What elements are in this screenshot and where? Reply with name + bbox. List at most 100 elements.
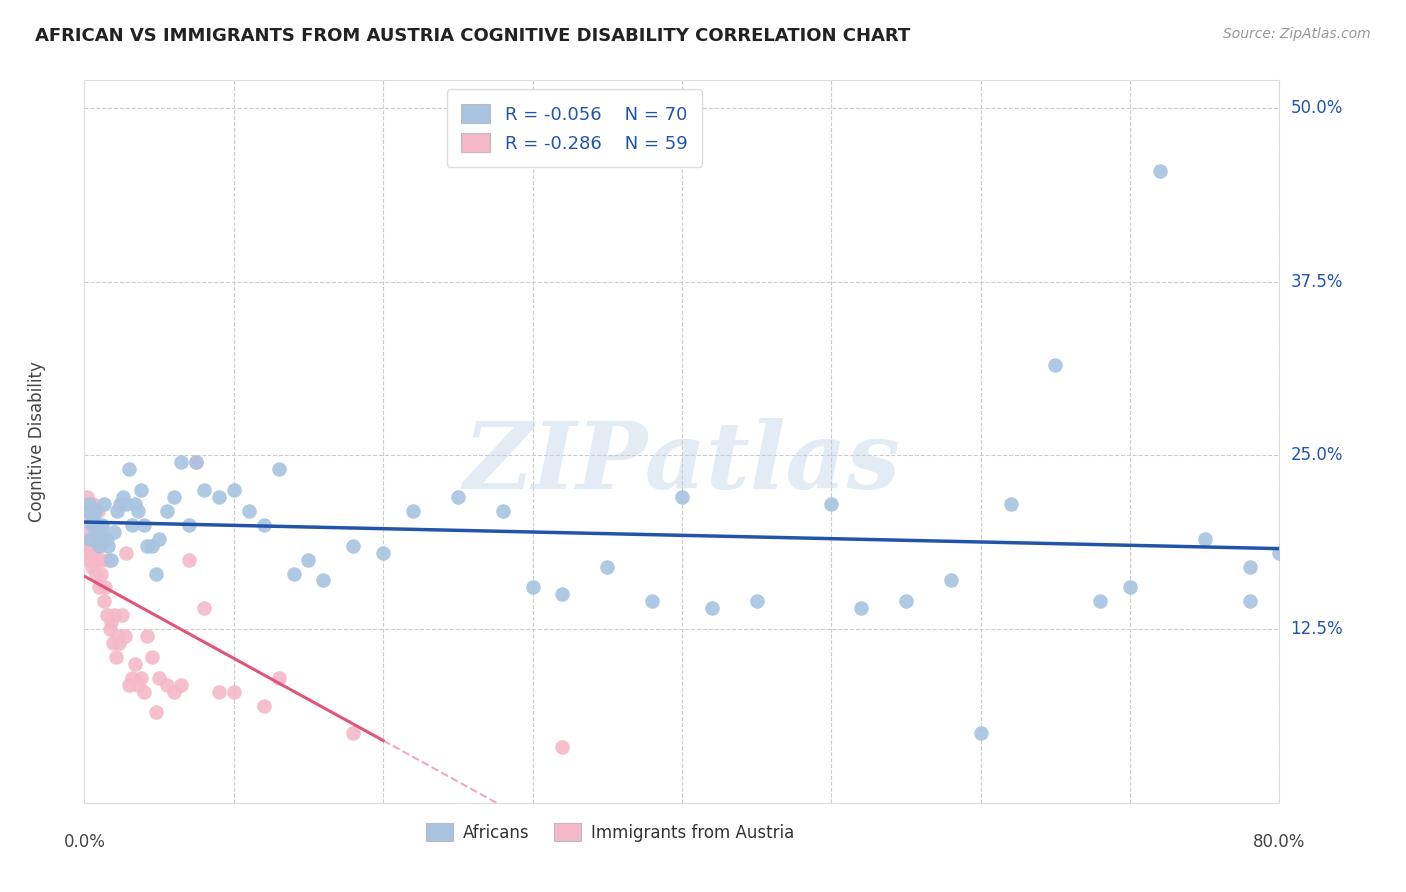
Point — [118, 462, 141, 476]
Point — [75, 539, 97, 553]
Text: 0.0%: 0.0% — [63, 833, 105, 851]
Point — [127, 678, 149, 692]
Point — [1268, 546, 1291, 560]
Point — [312, 574, 335, 588]
Point — [141, 649, 163, 664]
Point — [98, 622, 121, 636]
Point — [132, 684, 156, 698]
Point — [163, 684, 186, 698]
Point — [222, 483, 245, 498]
Point — [87, 552, 110, 566]
Point — [103, 608, 125, 623]
Point — [141, 539, 163, 553]
Point — [76, 504, 98, 518]
Point — [1149, 163, 1171, 178]
Point — [90, 524, 112, 539]
Point — [522, 581, 544, 595]
Point — [492, 504, 515, 518]
Point — [267, 462, 290, 476]
Point — [596, 559, 619, 574]
Point — [745, 594, 768, 608]
Point — [96, 608, 118, 623]
Text: 37.5%: 37.5% — [1291, 273, 1343, 291]
Point — [101, 636, 124, 650]
Point — [170, 455, 193, 469]
Point — [82, 539, 104, 553]
Point — [193, 601, 215, 615]
Point — [86, 532, 108, 546]
Point — [87, 524, 110, 539]
Point — [267, 671, 290, 685]
Point — [111, 608, 134, 623]
Text: Cognitive Disability: Cognitive Disability — [28, 361, 45, 522]
Point — [124, 657, 146, 671]
Point — [163, 490, 186, 504]
Point — [77, 552, 100, 566]
Point — [97, 552, 120, 566]
Point — [551, 587, 574, 601]
Point — [76, 490, 98, 504]
Point — [1000, 497, 1022, 511]
Point — [77, 497, 100, 511]
Point — [373, 546, 395, 560]
Point — [671, 490, 693, 504]
Point — [115, 546, 138, 560]
Point — [170, 678, 193, 692]
Point — [155, 678, 177, 692]
Point — [551, 740, 574, 755]
Text: 50.0%: 50.0% — [1291, 99, 1343, 117]
Point — [127, 504, 149, 518]
Point — [851, 601, 873, 615]
Point — [148, 671, 170, 685]
Point — [700, 601, 723, 615]
Point — [186, 455, 208, 469]
Point — [83, 552, 105, 566]
Point — [100, 615, 122, 630]
Point — [1194, 532, 1216, 546]
Point — [89, 581, 111, 595]
Point — [970, 726, 993, 740]
Point — [83, 504, 105, 518]
Point — [238, 504, 260, 518]
Point — [97, 539, 120, 553]
Point — [136, 629, 159, 643]
Point — [105, 504, 128, 518]
Point — [145, 566, 167, 581]
Point — [100, 552, 122, 566]
Point — [96, 532, 118, 546]
Point — [1090, 594, 1112, 608]
Point — [253, 698, 276, 713]
Text: Source: ZipAtlas.com: Source: ZipAtlas.com — [1223, 27, 1371, 41]
Point — [91, 517, 114, 532]
Point — [83, 524, 105, 539]
Point — [91, 552, 114, 566]
Text: 25.0%: 25.0% — [1291, 446, 1343, 465]
Point — [129, 483, 152, 498]
Point — [90, 566, 112, 581]
Point — [342, 539, 364, 553]
Point — [89, 539, 111, 553]
Point — [1045, 358, 1067, 372]
Point — [112, 490, 135, 504]
Point — [145, 706, 167, 720]
Point — [79, 546, 101, 560]
Point — [115, 497, 138, 511]
Point — [129, 671, 152, 685]
Point — [208, 490, 231, 504]
Legend: Africans, Immigrants from Austria: Africans, Immigrants from Austria — [419, 817, 801, 848]
Text: 80.0%: 80.0% — [1253, 833, 1306, 851]
Point — [80, 517, 103, 532]
Point — [132, 517, 156, 532]
Point — [177, 552, 200, 566]
Point — [76, 532, 98, 546]
Point — [114, 629, 136, 643]
Point — [297, 552, 319, 566]
Point — [82, 511, 104, 525]
Point — [1119, 581, 1142, 595]
Point — [80, 559, 103, 574]
Point — [186, 455, 208, 469]
Point — [342, 726, 364, 740]
Text: ZIPatlas: ZIPatlas — [464, 418, 900, 508]
Point — [93, 594, 115, 608]
Point — [283, 566, 305, 581]
